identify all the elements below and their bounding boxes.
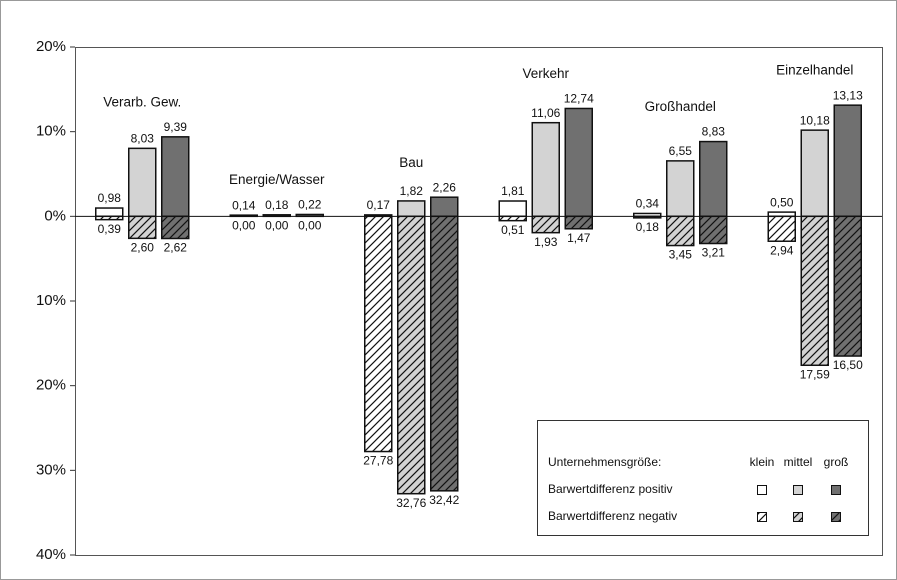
y-tick-label: 20%	[36, 377, 66, 394]
legend-column: klein	[750, 455, 775, 469]
value-label: 0,18	[636, 220, 660, 234]
value-label: 0,14	[232, 198, 256, 212]
category-label: Einzelhandel	[776, 63, 853, 78]
bar	[666, 160, 695, 218]
legend-label: Barwertdifferenz positiv	[548, 482, 673, 496]
y-tick-label: 0%	[44, 207, 66, 224]
bar	[767, 215, 796, 242]
value-label: 2,62	[164, 241, 188, 255]
legend-box	[537, 420, 869, 536]
value-label: 9,39	[164, 120, 188, 134]
value-label: 3,21	[702, 246, 726, 260]
value-label: 2,60	[131, 241, 155, 255]
value-label: 1,82	[400, 184, 424, 198]
bar	[833, 104, 862, 218]
legend-label: Barwertdifferenz negativ	[548, 509, 677, 523]
value-label: 0,50	[770, 195, 794, 209]
bar	[699, 140, 728, 218]
legend-title: Unternehmensgröße:	[548, 455, 661, 469]
bar	[531, 215, 560, 234]
bar	[564, 215, 593, 230]
y-tick-label: 30%	[36, 461, 66, 478]
value-label: 13,13	[833, 88, 863, 102]
bar	[128, 147, 157, 218]
bar	[364, 215, 393, 453]
plot-frame	[75, 47, 883, 556]
y-tick-label: 10%	[36, 292, 66, 309]
y-tick-label: 20%	[36, 38, 66, 55]
value-label: 12,74	[564, 92, 594, 106]
category-label: Energie/Wasser	[229, 172, 325, 187]
value-label: 1,93	[534, 235, 558, 249]
legend-swatch	[793, 512, 803, 522]
value-label: 0,18	[265, 198, 289, 212]
bar	[531, 121, 560, 218]
value-label: 0,00	[265, 219, 289, 233]
category-label: Verkehr	[522, 66, 569, 81]
value-label: 1,47	[567, 231, 591, 245]
legend-column: groß	[824, 455, 849, 469]
category-label: Bau	[399, 155, 423, 170]
value-label: 17,59	[800, 367, 830, 381]
value-label: 32,42	[429, 493, 459, 507]
legend-swatch	[831, 512, 841, 522]
value-label: 0,39	[98, 222, 122, 236]
value-label: 8,03	[131, 132, 155, 146]
value-label: 6,55	[669, 144, 693, 158]
value-label: 11,06	[531, 106, 560, 120]
bar	[833, 215, 862, 357]
bar	[161, 136, 190, 218]
legend-swatch	[831, 485, 841, 495]
value-label: 10,18	[800, 113, 830, 127]
bar	[397, 200, 426, 218]
value-label: 8,83	[702, 125, 726, 139]
value-label: 3,45	[669, 248, 693, 262]
value-label: 0,22	[298, 198, 322, 212]
bar	[666, 215, 695, 247]
category-label: Verarb. Gew.	[103, 94, 181, 109]
bar	[498, 200, 527, 218]
value-label: 0,00	[298, 219, 322, 233]
value-label: 0,98	[98, 191, 122, 205]
value-label: 32,76	[396, 496, 426, 510]
value-label: 27,78	[363, 454, 393, 468]
value-label: 2,94	[770, 243, 794, 257]
bar	[800, 215, 829, 367]
legend-swatch	[757, 512, 767, 522]
value-label: 16,50	[833, 358, 863, 372]
value-label: 0,17	[367, 198, 391, 212]
value-label: 0,51	[501, 223, 525, 237]
bar	[498, 215, 527, 222]
bar	[564, 107, 593, 218]
bar	[161, 215, 190, 240]
bar	[800, 129, 829, 218]
legend-column: mittel	[784, 455, 813, 469]
value-label: 0,34	[636, 197, 660, 211]
value-label: 2,26	[433, 180, 457, 194]
bar	[128, 215, 157, 240]
category-label: Großhandel	[645, 99, 716, 114]
value-label: 0,00	[232, 219, 256, 233]
bar	[430, 215, 459, 492]
legend-swatch	[793, 485, 803, 495]
bar	[430, 196, 459, 218]
bar	[699, 215, 728, 245]
y-tick-label: 40%	[36, 546, 66, 563]
value-label: 1,81	[501, 184, 525, 198]
y-tick-label: 10%	[36, 123, 66, 140]
bar	[95, 207, 124, 218]
bar	[397, 215, 426, 495]
legend-swatch	[757, 485, 767, 495]
